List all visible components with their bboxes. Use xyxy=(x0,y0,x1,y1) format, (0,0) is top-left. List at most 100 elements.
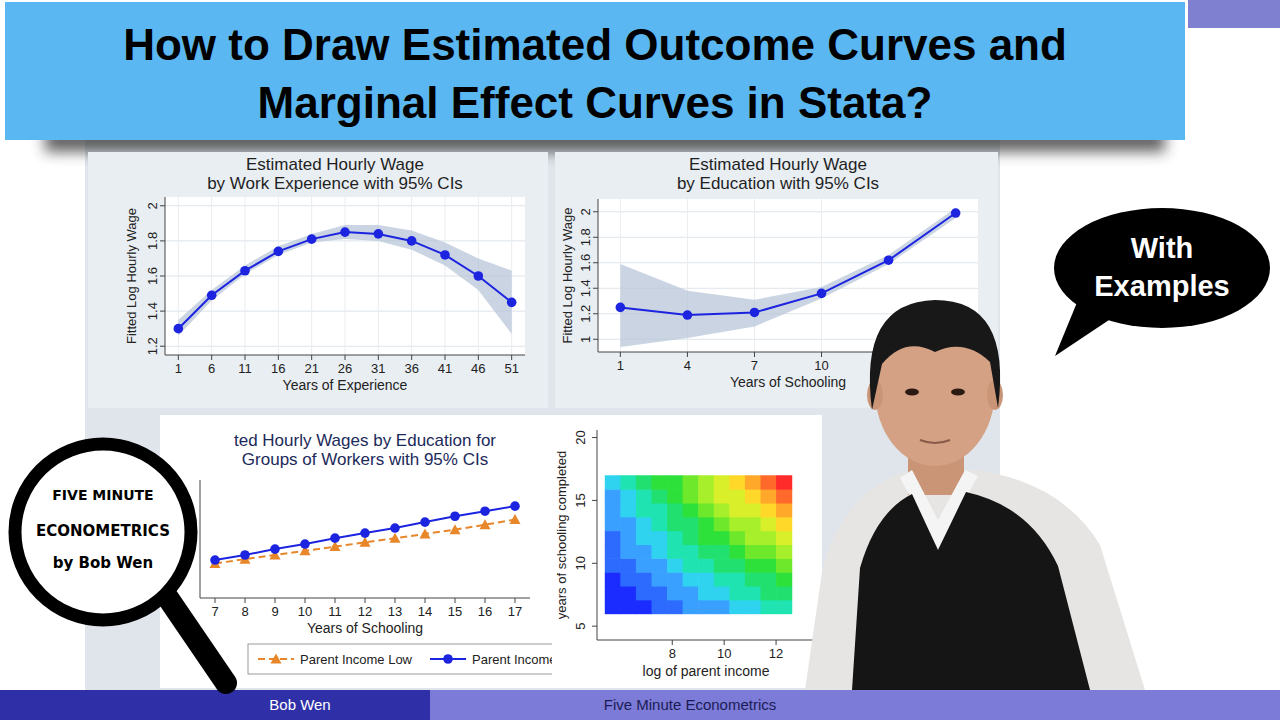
y-tick xyxy=(593,339,598,340)
marker xyxy=(340,227,350,237)
x-tick xyxy=(724,640,725,645)
x-tick xyxy=(511,355,512,360)
x-tick xyxy=(620,352,621,357)
contour-cell xyxy=(636,558,652,572)
marker xyxy=(174,324,184,334)
marker xyxy=(474,271,484,281)
contour-cell xyxy=(636,475,652,489)
series-line xyxy=(215,520,515,564)
y-tick-label: 1.8 xyxy=(145,232,160,250)
marker xyxy=(207,291,217,301)
logo: FIVE MINUTEECONOMETRICSby Bob Wen xyxy=(15,444,226,683)
y-tick-label: 2 xyxy=(145,202,160,209)
y-tick-label: 1.6 xyxy=(578,254,593,272)
y-tick xyxy=(593,288,598,289)
grid-line xyxy=(598,262,978,263)
y-tick-label: 1.2 xyxy=(578,305,593,323)
y-tick-label: 1 xyxy=(578,336,593,343)
contour-cell xyxy=(620,558,636,572)
plot-area xyxy=(200,480,530,598)
contour-cell xyxy=(761,586,777,600)
contour-cell xyxy=(683,572,699,586)
y-tick xyxy=(592,563,597,564)
contour-cell xyxy=(745,572,761,586)
x-tick xyxy=(478,355,479,360)
contour-cell xyxy=(714,600,730,614)
contour-cell xyxy=(745,489,761,503)
x-tick xyxy=(378,355,379,360)
contour-cell xyxy=(729,558,745,572)
y-axis-title: years of schooling completed xyxy=(554,451,569,619)
contour-cell xyxy=(620,531,636,545)
contour-cell xyxy=(745,531,761,545)
grid-line xyxy=(278,197,279,355)
footer-text: Bob Wen xyxy=(269,696,330,713)
y-axis-title: Fitted Log Hourly Wage xyxy=(124,208,139,344)
x-tick xyxy=(395,598,396,603)
contour-cell xyxy=(761,517,777,531)
contour-cell xyxy=(667,517,683,531)
y-tick xyxy=(593,237,598,238)
marker xyxy=(390,533,401,543)
x-tick-label: 31 xyxy=(371,361,385,376)
shirt xyxy=(805,470,1145,690)
contour-cell xyxy=(620,572,636,586)
y-tick-label: 1.4 xyxy=(578,279,593,297)
hair xyxy=(870,300,1000,410)
marker xyxy=(510,514,521,524)
contour-cell xyxy=(761,503,777,517)
contour-cell xyxy=(667,531,683,545)
contour-cell xyxy=(729,489,745,503)
contour-cell xyxy=(745,475,761,489)
contour-cell xyxy=(652,572,668,586)
contour-cell xyxy=(714,503,730,517)
chart-title: Estimated Hourly Wage xyxy=(246,155,424,174)
mouth xyxy=(920,440,950,443)
contour-cell xyxy=(761,475,777,489)
y-tick xyxy=(592,500,597,501)
x-axis-title: Years of Experience xyxy=(283,377,408,393)
footer: Bob WenFive Minute Econometrics xyxy=(0,690,1280,720)
x-tick-label: 26 xyxy=(338,361,352,376)
logo-text: ECONOMETRICS xyxy=(36,522,170,540)
contour-cell xyxy=(605,531,621,545)
marker xyxy=(240,266,250,276)
x-tick-label: 8 xyxy=(669,646,676,661)
contour-cell xyxy=(683,475,699,489)
contour-cell xyxy=(667,489,683,503)
page: Estimated Hourly Wageby Work Experience … xyxy=(0,0,1280,720)
y-axis xyxy=(597,430,598,640)
contour-cell xyxy=(714,558,730,572)
contour-cell xyxy=(667,600,683,614)
x-tick xyxy=(485,598,486,603)
footer-left xyxy=(0,690,430,720)
y-tick xyxy=(593,262,598,263)
legend-marker xyxy=(271,654,282,664)
contour-cell xyxy=(652,558,668,572)
contour-cell xyxy=(714,475,730,489)
contour-cell xyxy=(761,531,777,545)
x-tick-label: 21 xyxy=(304,361,318,376)
contour-cell xyxy=(667,544,683,558)
chart-title: Estimated Hourly Wage xyxy=(689,155,867,174)
contour-cell xyxy=(714,586,730,600)
contour-cell xyxy=(776,600,792,614)
contour-cell xyxy=(620,489,636,503)
callout: WithExamples xyxy=(1054,208,1270,356)
plot-data xyxy=(210,501,521,568)
x-tick-label: 10 xyxy=(814,358,828,373)
marker xyxy=(507,298,517,308)
marker xyxy=(300,539,310,549)
contour-cell xyxy=(698,503,714,517)
contour-cell xyxy=(605,544,621,558)
contour-cell xyxy=(698,544,714,558)
marker xyxy=(307,234,317,244)
contour-cell xyxy=(776,572,792,586)
contour-cell xyxy=(683,489,699,503)
banner-box xyxy=(5,2,1185,140)
x-tick xyxy=(515,598,516,603)
contour-cell xyxy=(745,517,761,531)
contour-cell xyxy=(698,531,714,545)
eye xyxy=(951,389,965,396)
contour-cell xyxy=(776,517,792,531)
